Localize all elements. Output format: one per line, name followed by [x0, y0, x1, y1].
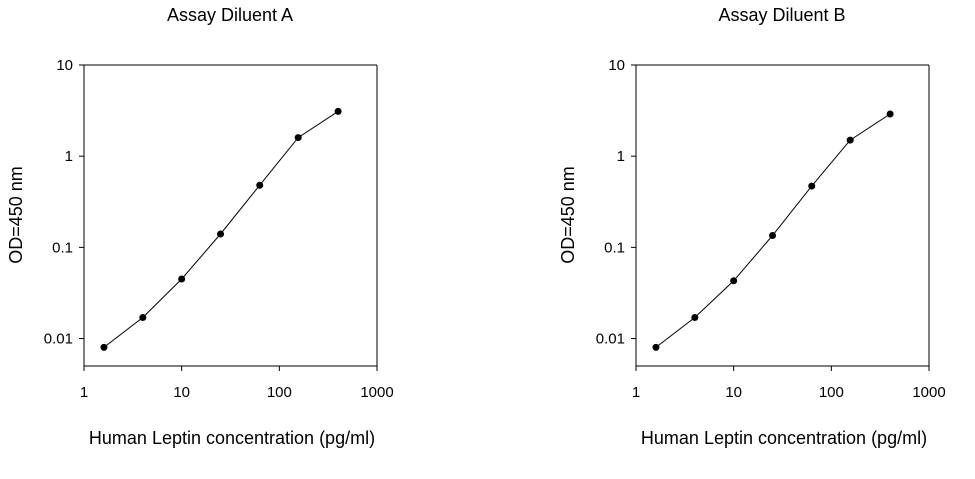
data-point	[334, 107, 342, 115]
data-point	[256, 181, 264, 189]
x-tick-label: 100	[819, 384, 844, 401]
x-tick-label: 10	[725, 384, 742, 401]
plot-area: 10 1 0.1 0.01 1 10 100 1000	[596, 57, 946, 401]
y-tick-label: 0.1	[52, 239, 73, 256]
y-axis-label: OD=450 nm	[6, 166, 26, 264]
y-tick-label: 0.01	[44, 331, 73, 348]
y-tick-label: 0.01	[596, 331, 625, 348]
x-tick-label: 1	[632, 384, 640, 401]
y-tick-label: 1	[617, 148, 625, 165]
y-tick-label: 10	[608, 57, 625, 74]
series-line	[103, 110, 339, 348]
series-line	[655, 113, 891, 348]
data-point	[139, 314, 147, 322]
chart-assay-diluent-a: Assay Diluent A OD=450 nm Human Leptin c…	[6, 5, 394, 448]
x-axis-label: Human Leptin concentration (pg/ml)	[641, 428, 927, 448]
x-axis-label: Human Leptin concentration (pg/ml)	[89, 428, 375, 448]
x-tick-label: 1	[80, 384, 88, 401]
data-point	[691, 314, 699, 322]
x-tick-label: 1000	[912, 384, 945, 401]
chart-title: Assay Diluent A	[167, 5, 293, 25]
data-point	[652, 343, 660, 351]
data-point	[217, 230, 225, 238]
data-point	[846, 136, 854, 144]
x-tick-label: 10	[173, 384, 190, 401]
chart-assay-diluent-b: Assay Diluent B OD=450 nm Human Leptin c…	[558, 5, 946, 448]
chart-title: Assay Diluent B	[718, 5, 845, 25]
data-point	[178, 275, 186, 283]
x-tick-label: 1000	[360, 384, 393, 401]
data-point	[100, 343, 108, 351]
y-axis-label: OD=450 nm	[558, 166, 578, 264]
data-point	[808, 182, 816, 190]
data-point	[769, 231, 777, 239]
y-tick-label: 0.1	[604, 239, 625, 256]
data-point	[294, 134, 302, 142]
y-tick-label: 1	[65, 148, 73, 165]
y-tick-label: 10	[56, 57, 73, 74]
x-tick-label: 100	[267, 384, 292, 401]
plot-area: 10 1 0.1 0.01 1 10 100 1000	[44, 57, 394, 401]
data-point	[730, 277, 738, 285]
data-point	[886, 110, 894, 118]
